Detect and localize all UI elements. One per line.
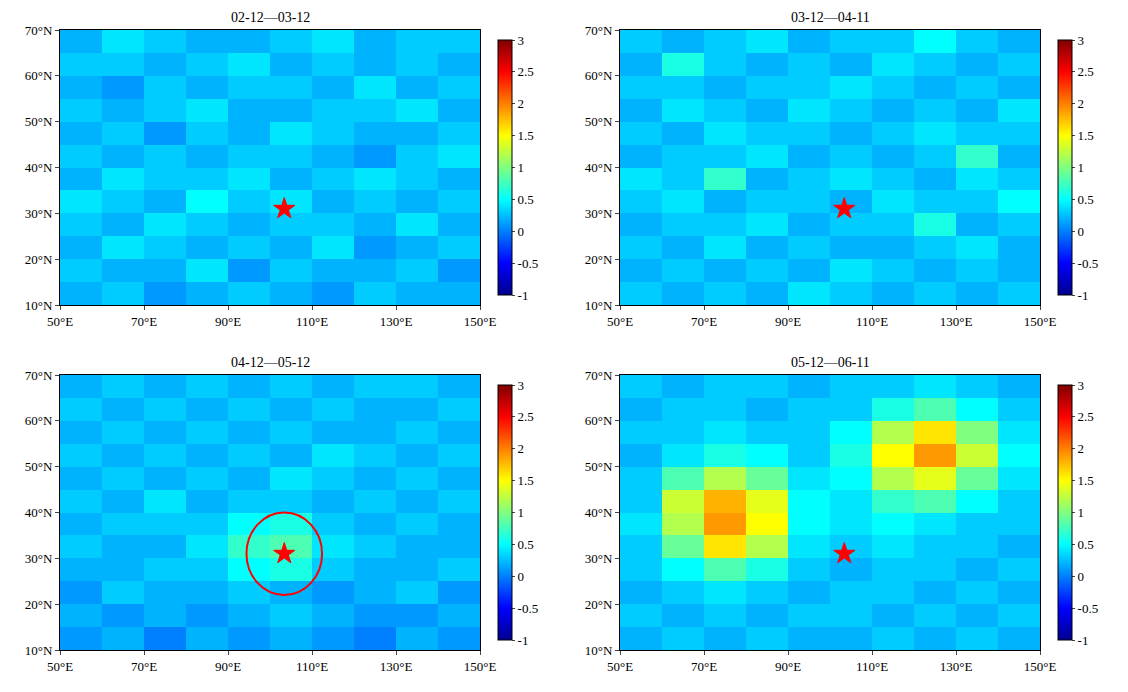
svg-text:150°E: 150°E (1024, 314, 1057, 329)
svg-text:90°E: 90°E (215, 314, 241, 329)
svg-text:20°N: 20°N (25, 252, 53, 267)
svg-text:3: 3 (1078, 378, 1085, 393)
svg-text:1.5: 1.5 (518, 473, 534, 488)
svg-text:20°N: 20°N (585, 597, 613, 612)
svg-text:30°N: 30°N (25, 206, 53, 221)
svg-text:10°N: 10°N (585, 298, 613, 313)
svg-text:30°N: 30°N (25, 551, 53, 566)
svg-text:-0.5: -0.5 (1078, 256, 1099, 271)
svg-text:-1: -1 (1078, 288, 1089, 303)
svg-text:70°N: 70°N (585, 368, 613, 383)
svg-text:2: 2 (1078, 441, 1085, 456)
svg-text:2.5: 2.5 (518, 409, 534, 424)
svg-text:0: 0 (1078, 224, 1085, 239)
svg-text:70°E: 70°E (131, 659, 157, 674)
svg-text:0.5: 0.5 (518, 537, 534, 552)
svg-text:1: 1 (1078, 160, 1085, 175)
svg-text:2.5: 2.5 (1078, 409, 1094, 424)
svg-text:50°N: 50°N (585, 459, 613, 474)
svg-text:110°E: 110°E (856, 314, 888, 329)
svg-text:03-12—04-11: 03-12—04-11 (791, 10, 870, 25)
svg-text:30°N: 30°N (585, 206, 613, 221)
svg-text:0: 0 (1078, 569, 1085, 584)
svg-text:60°N: 60°N (25, 413, 53, 428)
svg-text:30°N: 30°N (585, 551, 613, 566)
svg-text:1.5: 1.5 (1078, 128, 1094, 143)
svg-text:-0.5: -0.5 (518, 256, 539, 271)
svg-text:110°E: 110°E (856, 659, 888, 674)
svg-text:04-12—05-12: 04-12—05-12 (231, 355, 310, 370)
svg-text:70°E: 70°E (131, 314, 157, 329)
svg-text:70°E: 70°E (691, 659, 717, 674)
svg-text:40°N: 40°N (585, 505, 613, 520)
svg-text:50°E: 50°E (47, 659, 73, 674)
svg-text:0: 0 (518, 224, 525, 239)
svg-text:90°E: 90°E (775, 659, 801, 674)
svg-text:110°E: 110°E (296, 659, 328, 674)
svg-text:1: 1 (518, 505, 525, 520)
svg-text:3: 3 (518, 33, 525, 48)
svg-text:130°E: 130°E (380, 314, 413, 329)
svg-text:50°E: 50°E (607, 659, 633, 674)
svg-text:1.5: 1.5 (518, 128, 534, 143)
svg-text:10°N: 10°N (25, 298, 53, 313)
svg-text:20°N: 20°N (585, 252, 613, 267)
svg-text:-0.5: -0.5 (518, 601, 539, 616)
svg-text:02-12—03-12: 02-12—03-12 (231, 10, 310, 25)
svg-text:0: 0 (518, 569, 525, 584)
svg-text:40°N: 40°N (25, 505, 53, 520)
svg-text:1.5: 1.5 (1078, 473, 1094, 488)
svg-text:1: 1 (518, 160, 525, 175)
svg-text:50°N: 50°N (585, 114, 613, 129)
svg-text:2: 2 (518, 441, 525, 456)
svg-text:70°E: 70°E (691, 314, 717, 329)
svg-text:2.5: 2.5 (518, 64, 534, 79)
svg-text:50°E: 50°E (47, 314, 73, 329)
svg-text:0.5: 0.5 (1078, 537, 1094, 552)
svg-text:130°E: 130°E (940, 314, 973, 329)
svg-text:05-12—06-11: 05-12—06-11 (791, 355, 870, 370)
svg-text:70°N: 70°N (25, 368, 53, 383)
svg-text:50°E: 50°E (607, 314, 633, 329)
svg-text:70°N: 70°N (25, 23, 53, 38)
svg-text:3: 3 (518, 378, 525, 393)
svg-text:50°N: 50°N (25, 459, 53, 474)
svg-text:150°E: 150°E (1024, 659, 1057, 674)
svg-text:40°N: 40°N (585, 160, 613, 175)
svg-text:-0.5: -0.5 (1078, 601, 1099, 616)
svg-text:-1: -1 (518, 633, 529, 648)
svg-text:150°E: 150°E (464, 314, 497, 329)
svg-text:2.5: 2.5 (1078, 64, 1094, 79)
svg-text:-1: -1 (518, 288, 529, 303)
svg-text:60°N: 60°N (585, 413, 613, 428)
svg-text:-1: -1 (1078, 633, 1089, 648)
svg-text:20°N: 20°N (25, 597, 53, 612)
svg-text:130°E: 130°E (380, 659, 413, 674)
svg-text:90°E: 90°E (215, 659, 241, 674)
svg-text:2: 2 (518, 96, 525, 111)
svg-text:150°E: 150°E (464, 659, 497, 674)
svg-text:1: 1 (1078, 505, 1085, 520)
svg-text:10°N: 10°N (25, 643, 53, 658)
svg-text:90°E: 90°E (775, 314, 801, 329)
svg-text:3: 3 (1078, 33, 1085, 48)
svg-text:70°N: 70°N (585, 23, 613, 38)
svg-text:40°N: 40°N (25, 160, 53, 175)
svg-text:50°N: 50°N (25, 114, 53, 129)
svg-text:0.5: 0.5 (1078, 192, 1094, 207)
svg-text:10°N: 10°N (585, 643, 613, 658)
svg-text:130°E: 130°E (940, 659, 973, 674)
svg-text:110°E: 110°E (296, 314, 328, 329)
svg-text:60°N: 60°N (25, 68, 53, 83)
svg-text:2: 2 (1078, 96, 1085, 111)
svg-text:60°N: 60°N (585, 68, 613, 83)
svg-text:0.5: 0.5 (518, 192, 534, 207)
